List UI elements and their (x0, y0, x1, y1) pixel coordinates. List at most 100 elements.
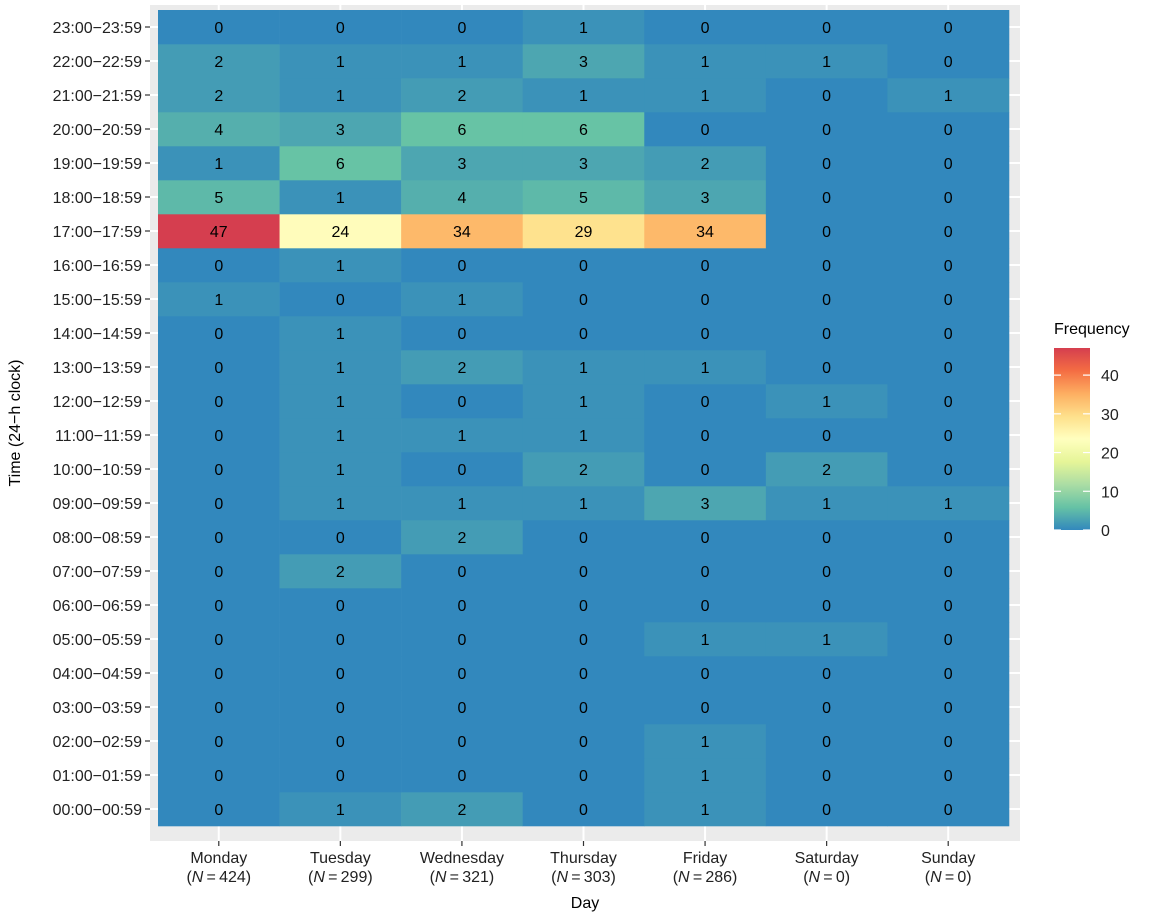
cell-value-label: 1 (701, 768, 710, 785)
heatmap-cell (887, 486, 1010, 521)
heatmap-cell (158, 316, 280, 351)
cell-value-label: 0 (579, 632, 588, 649)
heatmap-cell (887, 520, 1010, 555)
y-tick-label: 16:00−16:59 (53, 258, 143, 275)
heatmap-cell (765, 316, 888, 351)
y-tick-label: 12:00−12:59 (53, 394, 143, 411)
y-tick-label: 05:00−05:59 (53, 632, 143, 649)
heatmap-cell (401, 214, 524, 249)
heatmap-cell (401, 486, 524, 521)
heatmap-cell (401, 44, 524, 79)
cell-value-label: 0 (579, 292, 588, 309)
cell-value-label: 1 (701, 88, 710, 105)
cell-value-label: 0 (336, 292, 345, 309)
heatmap-cell (522, 112, 645, 147)
heatmap-cell (522, 44, 645, 79)
heatmap-cell (765, 44, 888, 79)
cell-value-label: 0 (822, 156, 831, 173)
heatmap-cell (765, 384, 888, 419)
cell-value-label: 0 (822, 190, 831, 207)
heatmap-cell (765, 180, 888, 215)
heatmap-cell (279, 554, 402, 589)
legend-colorbar (1054, 348, 1090, 530)
x-tick-sublabel: (N = 299) (308, 869, 373, 886)
x-axis-title: Day (571, 895, 599, 912)
cell-value-label: 0 (579, 326, 588, 343)
heatmap-cell (522, 350, 645, 385)
heatmap-cell (887, 180, 1010, 215)
cell-value-label: 1 (822, 632, 831, 649)
heatmap-cell (401, 282, 524, 317)
heatmap-cell (158, 44, 280, 79)
cell-value-label: 0 (457, 462, 466, 479)
cell-value-label: 0 (822, 360, 831, 377)
heatmap-cell (887, 10, 1010, 45)
cell-value-label: 1 (214, 292, 223, 309)
heatmap-cell (887, 724, 1010, 759)
heatmap-cell (158, 146, 280, 181)
cell-value-label: 0 (944, 530, 953, 547)
heatmap-cell (644, 146, 767, 181)
heatmap-cell (158, 554, 280, 589)
cell-value-label: 0 (701, 326, 710, 343)
cell-value-label: 1 (336, 326, 345, 343)
heatmap-cell (401, 656, 524, 691)
heatmap-cell (401, 418, 524, 453)
cell-value-label: 1 (336, 428, 345, 445)
heatmap-cell (522, 282, 645, 317)
heatmap-cell (522, 656, 645, 691)
cell-value-label: 0 (579, 258, 588, 275)
heatmap-cell (279, 792, 402, 827)
cell-value-label: 0 (336, 632, 345, 649)
heatmap-cell (279, 112, 402, 147)
cell-value-label: 1 (701, 802, 710, 819)
cell-value-label: 0 (457, 258, 466, 275)
cell-value-label: 0 (701, 666, 710, 683)
heatmap-cell (522, 78, 645, 113)
heatmap-cell (401, 622, 524, 657)
cell-value-label: 1 (336, 88, 345, 105)
heatmap-cell (279, 44, 402, 79)
y-tick-label: 09:00−09:59 (53, 496, 143, 513)
y-tick-label: 14:00−14:59 (53, 326, 143, 343)
heatmap-cell (158, 758, 280, 793)
cell-value-label: 0 (822, 700, 831, 717)
heatmap-cell (401, 316, 524, 351)
y-tick-label: 20:00−20:59 (53, 122, 143, 139)
cell-value-label: 0 (457, 326, 466, 343)
heatmap-cell (765, 486, 888, 521)
x-tick-sublabel: (N = 0) (925, 869, 972, 886)
x-tick-label: Tuesday (310, 850, 371, 867)
x-tick-sublabel: (N = 0) (803, 869, 850, 886)
cell-value-label: 0 (579, 666, 588, 683)
cell-value-label: 0 (701, 700, 710, 717)
heatmap-cell (158, 78, 280, 113)
cell-value-label: 1 (701, 54, 710, 71)
cell-value-label: 0 (214, 598, 223, 615)
cell-value-label: 0 (336, 20, 345, 37)
heatmap-cell (401, 112, 524, 147)
cell-value-label: 0 (944, 258, 953, 275)
cell-value-label: 0 (214, 462, 223, 479)
heatmap-cell (887, 554, 1010, 589)
heatmap-cell (158, 214, 280, 249)
cell-value-label: 2 (457, 530, 466, 547)
heatmap-cell (158, 588, 280, 623)
cell-value-label: 0 (579, 700, 588, 717)
cell-value-label: 0 (701, 394, 710, 411)
heatmap-cell (765, 588, 888, 623)
heatmap-cell (887, 214, 1010, 249)
legend-break-label: 20 (1101, 446, 1119, 463)
heatmap-cell (279, 78, 402, 113)
cell-value-label: 4 (457, 190, 466, 207)
cell-value-label: 2 (701, 156, 710, 173)
cell-value-label: 0 (944, 666, 953, 683)
cell-value-label: 47 (210, 224, 228, 241)
y-tick-label: 19:00−19:59 (53, 156, 143, 173)
cell-value-label: 0 (944, 700, 953, 717)
heatmap-cell (644, 656, 767, 691)
heatmap-cell (644, 384, 767, 419)
cell-value-label: 0 (701, 292, 710, 309)
cell-value-label: 0 (822, 122, 831, 139)
